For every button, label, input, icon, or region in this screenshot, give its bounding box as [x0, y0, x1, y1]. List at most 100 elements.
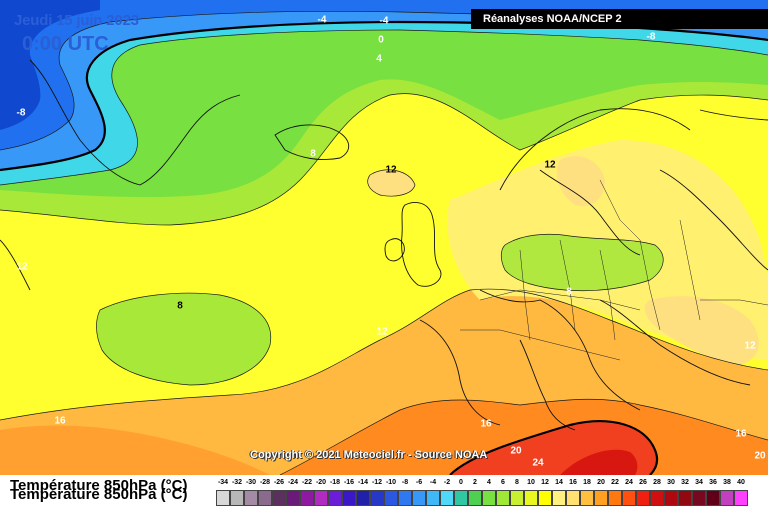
coastlines: [0, 59, 768, 431]
legend-tick-label: 16: [569, 479, 577, 486]
legend-swatch: [482, 490, 496, 506]
legend-swatch: [328, 490, 342, 506]
legend-tick-label: 4: [487, 479, 491, 486]
contour-label: 8: [177, 300, 183, 312]
legend-swatch: [524, 490, 538, 506]
contour-label: 12: [385, 164, 397, 176]
legend-tick-label: 28: [653, 479, 661, 486]
legend-swatch: [608, 490, 622, 506]
legend-swatch: [398, 490, 412, 506]
contour-label: 12: [376, 326, 388, 338]
legend-tick-label: -8: [401, 479, 409, 486]
field-green-atlantic: [96, 293, 271, 385]
legend-swatch: [384, 490, 398, 506]
time-title: 0:00 UTC: [22, 33, 109, 55]
contour-label: -4: [317, 14, 327, 26]
borders: [460, 179, 768, 361]
legend-swatch: [622, 490, 636, 506]
legend-tick-label: -30: [245, 479, 257, 486]
legend-swatch: [720, 490, 734, 506]
legend-tick-label: 32: [681, 479, 689, 486]
legend-swatch: [454, 490, 468, 506]
legend-swatch: [216, 490, 230, 506]
contour-label: 16: [735, 428, 747, 440]
field-red-core: [560, 449, 638, 475]
legend-swatch: [580, 490, 594, 506]
field-tan-patch-b: [556, 156, 605, 207]
legend-tick-label: 40: [737, 479, 745, 486]
legend-swatch: [342, 490, 356, 506]
legend-tick-label: 26: [639, 479, 647, 486]
contour-label: -4: [379, 15, 389, 27]
legend-swatch: [706, 490, 720, 506]
contour-label: 8: [310, 148, 316, 160]
field-tan-patch-c: [367, 169, 415, 197]
field-tan-patch-a: [644, 296, 759, 365]
legend-swatch: [286, 490, 300, 506]
source-label: Réanalyses NOAA/NCEP 2: [471, 9, 768, 29]
legend-tick-label: -18: [329, 479, 341, 486]
contour-label: 8: [566, 286, 572, 298]
legend-tick-label: -22: [301, 479, 313, 486]
legend-tick-label: 20: [597, 479, 605, 486]
legend-tick-label: 14: [555, 479, 563, 486]
legend-tick-label: 10: [527, 479, 535, 486]
legend-swatch: [552, 490, 566, 506]
legend-swatch: [566, 490, 580, 506]
legend: Température 850hPa (°C) Température 850h…: [0, 475, 768, 512]
isotherm-twenty-bold: [449, 420, 659, 475]
legend-swatch: [692, 490, 706, 506]
legend-swatch: [636, 490, 650, 506]
legend-swatch: [468, 490, 482, 506]
legend-tick-label: 18: [583, 479, 591, 486]
contour-label: -8: [646, 31, 656, 43]
legend-swatch: [678, 490, 692, 506]
legend-swatch: [664, 490, 678, 506]
temperature-map: [0, 0, 768, 475]
copyright-notice: Copyright © 2021 Meteociel.fr - Source N…: [250, 449, 488, 461]
legend-tick-label: 2: [473, 479, 477, 486]
field-orange-west: [0, 425, 270, 475]
contour-label: 16: [480, 418, 492, 430]
legend-tick-label: 12: [541, 479, 549, 486]
legend-tick-label: 36: [709, 479, 717, 486]
contour-label: 24: [532, 457, 544, 469]
contour-label: 0: [378, 34, 384, 46]
legend-swatch: [258, 490, 272, 506]
legend-swatch: [272, 490, 286, 506]
legend-title-shadow: Température 850hPa (°C): [10, 486, 188, 503]
contour-label: -8: [16, 107, 26, 119]
legend-tick-label: -10: [385, 479, 397, 486]
field-deep-blue: [0, 0, 100, 130]
contour-label: 12: [544, 159, 556, 171]
legend-swatch: [244, 490, 258, 506]
legend-swatch: [314, 490, 328, 506]
legend-swatch: [440, 490, 454, 506]
legend-tick-label: 38: [723, 479, 731, 486]
legend-tick-label: -24: [287, 479, 299, 486]
field-green-europe: [501, 234, 664, 291]
legend-title: Température 850hPa (°C): [10, 477, 188, 494]
legend-tick-label: -20: [315, 479, 327, 486]
legend-tick-label: -12: [371, 479, 383, 486]
legend-tick-label: 0: [459, 479, 463, 486]
legend-color-scale: -34 -32 -30 -28 -26 -24 -22 -20 -18 -16 -14 -12 -10-…: [216, 479, 752, 509]
legend-swatch: [510, 490, 524, 506]
legend-swatch: [594, 490, 608, 506]
legend-tick-label: -14: [357, 479, 369, 486]
legend-swatch: [356, 490, 370, 506]
contour-label: 16: [54, 415, 66, 427]
legend-tick-label: 30: [667, 479, 675, 486]
legend-tick-label: -32: [231, 479, 243, 486]
date-title: Jeudi 15 juin 2023: [14, 12, 139, 29]
legend-swatch: [230, 490, 244, 506]
contour-label: 4: [376, 53, 382, 65]
contour-label: 20: [754, 450, 766, 462]
legend-swatch: [300, 490, 314, 506]
legend-tick-label: 22: [611, 479, 619, 486]
legend-tick-label: 34: [695, 479, 703, 486]
contour-label: 12: [744, 340, 756, 352]
legend-tick-label: -28: [259, 479, 271, 486]
legend-tick-label: -16: [343, 479, 355, 486]
